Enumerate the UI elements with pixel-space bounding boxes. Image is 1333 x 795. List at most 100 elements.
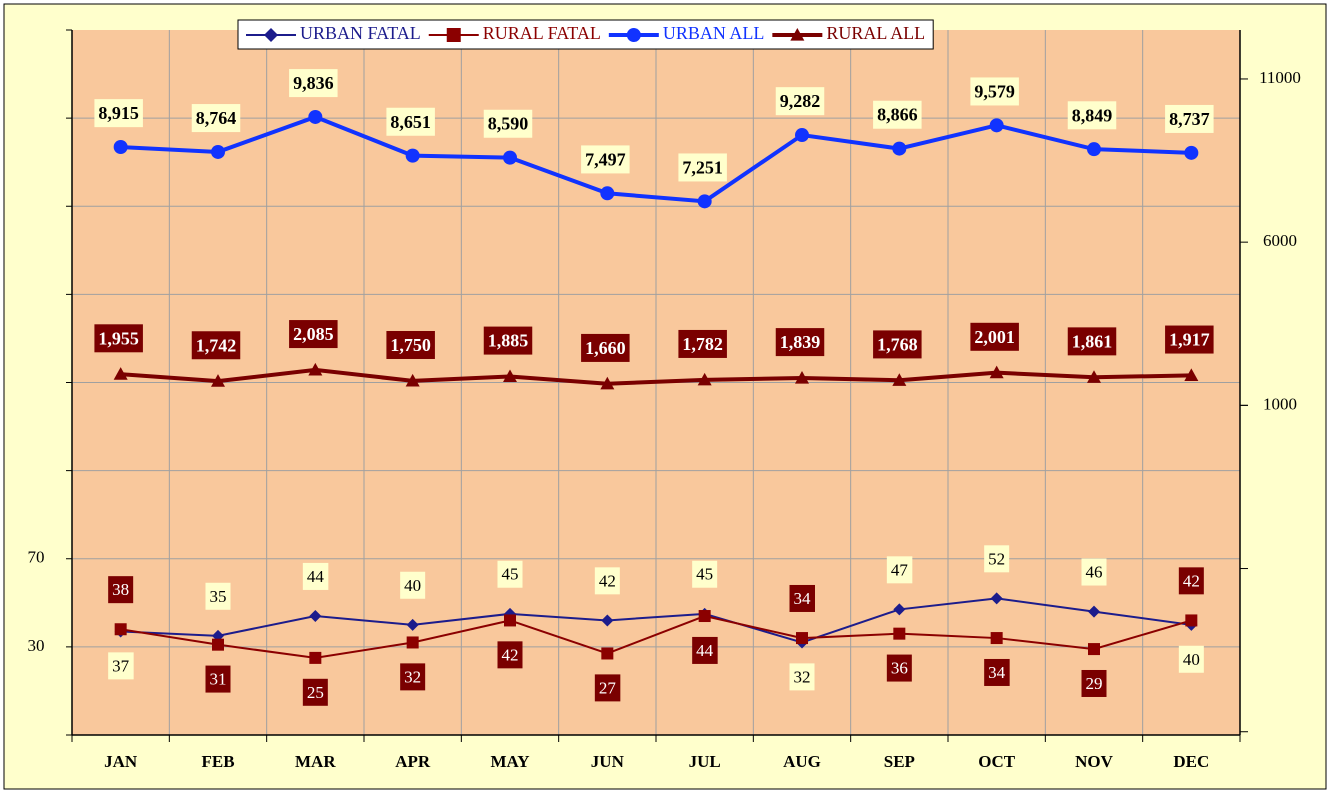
data-label-group: 34 bbox=[789, 584, 815, 612]
data-label-box bbox=[289, 69, 338, 98]
data-label-box bbox=[108, 652, 134, 680]
x-tick-label: APR bbox=[395, 752, 431, 771]
data-label-box bbox=[205, 665, 231, 693]
data-label-group: 7,497 bbox=[581, 145, 630, 174]
marker bbox=[601, 647, 614, 660]
data-label-group: 8,849 bbox=[1067, 101, 1117, 130]
data-label-group: 52 bbox=[984, 545, 1010, 573]
data-label-box bbox=[1165, 104, 1214, 133]
data-label: 1,955 bbox=[98, 328, 139, 348]
data-label-box bbox=[400, 663, 426, 691]
data-label: 8,764 bbox=[196, 108, 237, 128]
x-tick-label: JUL bbox=[689, 752, 721, 771]
data-label-box bbox=[775, 328, 825, 357]
data-label-box bbox=[497, 560, 523, 588]
data-label-group: 40 bbox=[400, 571, 426, 599]
x-tick-label: DEC bbox=[1173, 752, 1209, 771]
data-label: 44 bbox=[696, 641, 714, 660]
data-label: 40 bbox=[404, 576, 421, 595]
y2-tick-label: 6000 bbox=[1263, 231, 1297, 250]
data-label-group: 1,917 bbox=[1165, 325, 1214, 354]
data-label-group: 35 bbox=[205, 582, 231, 610]
data-label: 1,660 bbox=[585, 338, 626, 358]
data-label-box bbox=[984, 545, 1010, 573]
y-tick-label: 30 bbox=[28, 636, 45, 655]
data-label-group: 1,742 bbox=[191, 331, 241, 360]
data-label: 8,915 bbox=[98, 103, 139, 123]
data-label: 7,497 bbox=[585, 149, 626, 169]
data-label-box bbox=[1067, 101, 1117, 130]
data-label-box bbox=[483, 326, 533, 355]
data-label-box bbox=[191, 331, 241, 360]
data-label-box bbox=[970, 322, 1019, 351]
series-line bbox=[120, 367, 1192, 386]
data-label: 44 bbox=[307, 567, 325, 586]
marker bbox=[503, 369, 517, 383]
data-label-group: 45 bbox=[497, 560, 523, 588]
data-label-box bbox=[483, 109, 533, 138]
data-label: 9,579 bbox=[974, 81, 1015, 101]
data-label: 34 bbox=[794, 589, 812, 608]
data-label-group: 27 bbox=[594, 674, 621, 702]
data-label-box bbox=[873, 330, 922, 359]
data-label-group: 8,764 bbox=[191, 104, 241, 133]
data-label: 2,085 bbox=[293, 324, 334, 344]
marker bbox=[113, 140, 128, 155]
x-tick-label: FEB bbox=[201, 752, 234, 771]
data-label-box bbox=[289, 320, 338, 349]
data-label-box bbox=[873, 100, 922, 129]
marker bbox=[1184, 145, 1199, 160]
data-label: 1,861 bbox=[1072, 331, 1113, 351]
data-label-box bbox=[400, 571, 426, 599]
marker bbox=[1185, 614, 1198, 627]
data-label-group: 40 bbox=[1178, 645, 1204, 673]
data-label-box bbox=[594, 567, 620, 595]
data-label: 34 bbox=[988, 663, 1006, 682]
data-label-group: 1,955 bbox=[94, 324, 143, 353]
marker bbox=[989, 118, 1004, 133]
marker bbox=[264, 28, 278, 42]
marker bbox=[211, 144, 225, 159]
marker bbox=[892, 141, 907, 156]
data-label: 2,001 bbox=[974, 327, 1015, 347]
data-label-box bbox=[692, 560, 718, 588]
data-label-group: 8,590 bbox=[483, 109, 533, 138]
data-label-group: 32 bbox=[400, 663, 426, 691]
data-label-box bbox=[1067, 327, 1117, 356]
data-label-group: 31 bbox=[205, 665, 231, 693]
marker bbox=[1184, 368, 1199, 382]
data-label-box bbox=[108, 576, 134, 604]
data-label-group: 1,861 bbox=[1067, 327, 1117, 356]
data-label-group: 7,251 bbox=[678, 153, 727, 182]
data-label-group: 2,085 bbox=[289, 320, 338, 349]
marker bbox=[990, 592, 1003, 605]
data-label: 1,750 bbox=[390, 335, 431, 355]
marker bbox=[1088, 605, 1100, 618]
data-label: 45 bbox=[696, 565, 713, 584]
data-label: 8,651 bbox=[390, 112, 431, 132]
data-label: 29 bbox=[1086, 674, 1103, 693]
marker bbox=[405, 373, 420, 387]
marker bbox=[212, 638, 224, 651]
data-label-box bbox=[1081, 669, 1107, 697]
data-label-group: 8,651 bbox=[386, 107, 435, 136]
marker bbox=[893, 603, 906, 616]
data-label-group: 46 bbox=[1081, 558, 1107, 586]
marker bbox=[600, 376, 615, 390]
marker bbox=[601, 614, 614, 627]
data-label-box bbox=[692, 636, 718, 664]
data-label-box bbox=[594, 674, 621, 702]
data-label-group: 42 bbox=[594, 567, 620, 595]
x-tick-label: JUN bbox=[591, 752, 625, 771]
data-label: 9,282 bbox=[780, 91, 821, 111]
legend-label: URBAN FATAL bbox=[300, 23, 421, 43]
data-label: 47 bbox=[891, 560, 909, 579]
data-label-box bbox=[970, 77, 1019, 106]
y2-tick-label: 1000 bbox=[1263, 394, 1297, 413]
data-label-group: 1,660 bbox=[581, 333, 630, 362]
data-label: 1,839 bbox=[780, 332, 821, 352]
marker bbox=[309, 610, 322, 623]
data-label: 52 bbox=[988, 549, 1005, 568]
data-label-group: 36 bbox=[886, 654, 912, 682]
data-label-group: 1,768 bbox=[873, 330, 922, 359]
